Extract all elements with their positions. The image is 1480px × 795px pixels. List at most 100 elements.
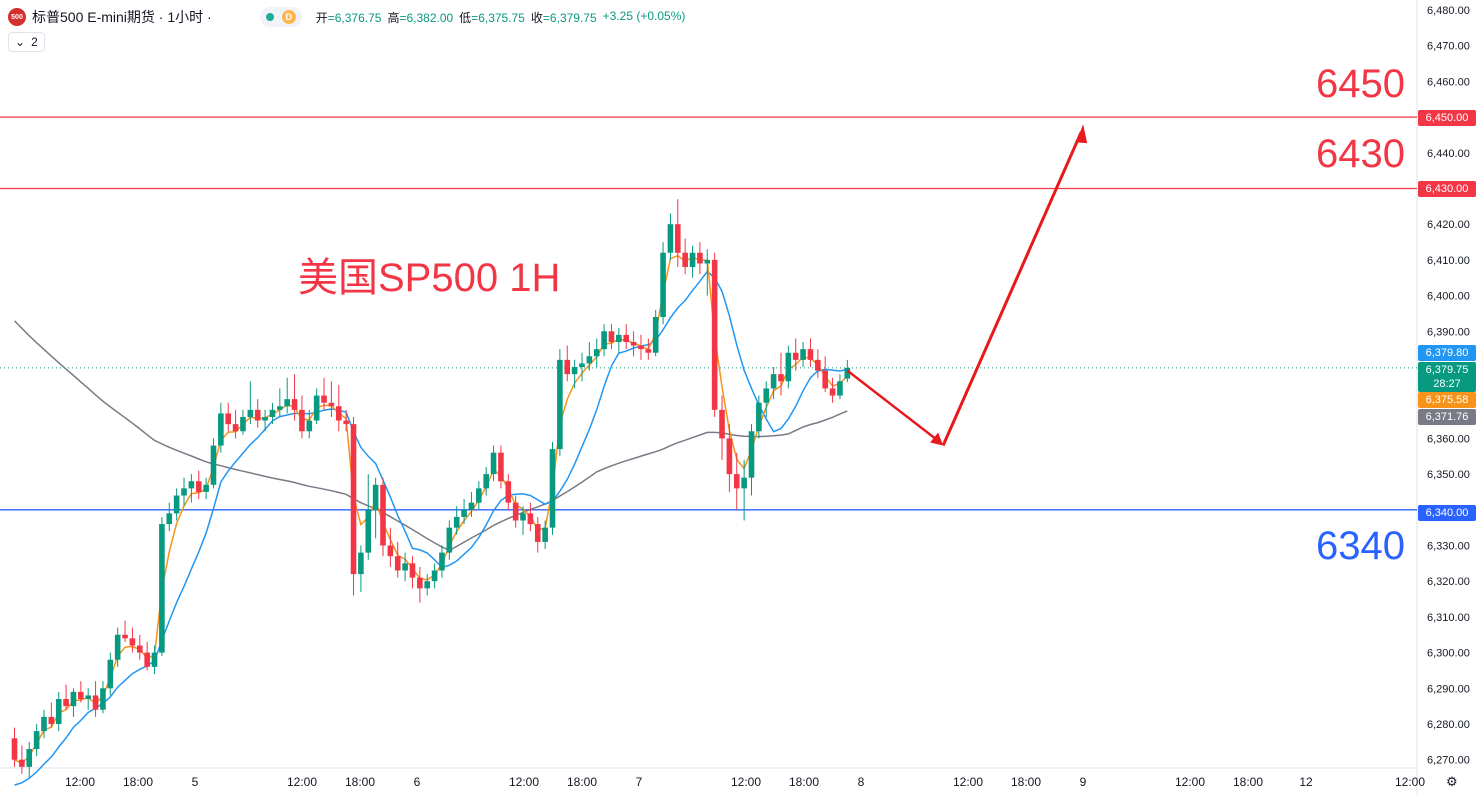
market-status-pill[interactable]: D: [259, 7, 302, 27]
candle: [593, 338, 600, 367]
symbol-logo: 500: [8, 8, 26, 26]
candle-body: [837, 381, 843, 396]
candle-body: [195, 481, 202, 492]
candle: [365, 474, 372, 560]
line-6340-price-tag: 6,340.00: [1418, 505, 1476, 521]
candle: [78, 681, 84, 703]
line-6450-price-tag: 6,450.00: [1418, 110, 1476, 126]
candle: [719, 395, 725, 460]
candle-body: [483, 474, 489, 489]
candle: [107, 652, 114, 696]
candle: [203, 477, 209, 500]
candle-body: [394, 556, 401, 571]
candle-body: [210, 445, 217, 485]
candle-body: [579, 363, 585, 367]
x-tick-label: 18:00: [567, 775, 597, 789]
change-value: +3.25 (+0.05%): [602, 8, 686, 23]
candle-body: [623, 334, 630, 343]
candle-body: [129, 638, 136, 646]
candle: [630, 331, 637, 357]
candle: [26, 741, 33, 778]
x-tick-label: 12:00: [65, 775, 95, 789]
candle-body: [520, 513, 526, 521]
candle-body: [299, 409, 305, 432]
candle: [829, 377, 836, 403]
candle: [733, 452, 740, 510]
candle-body: [203, 484, 209, 492]
settings-gear-icon[interactable]: ⚙: [1446, 774, 1458, 789]
candle-body: [173, 495, 180, 514]
symbol-title[interactable]: 标普500 E-mini期货 · 1小时 ·: [32, 9, 212, 25]
y-tick-label: 6,360.00: [1427, 433, 1470, 445]
indicators-count: 2: [31, 35, 38, 49]
candle: [667, 213, 674, 260]
x-tick-label: 6: [414, 775, 421, 789]
y-tick-label: 6,460.00: [1427, 76, 1470, 88]
candle-body: [697, 252, 703, 264]
candle: [218, 402, 224, 453]
candle-body: [114, 634, 121, 660]
candle: [114, 627, 121, 667]
bar-countdown: 28:27: [1433, 378, 1461, 390]
candle: [453, 506, 460, 535]
candle-body: [328, 402, 335, 407]
candle-body: [144, 652, 150, 667]
candle-body: [660, 252, 666, 318]
indicators-toggle-button[interactable]: ⌄ 2: [8, 32, 45, 52]
ma-mid-price-tag: 6,375.58: [1418, 392, 1476, 408]
candle: [92, 681, 99, 717]
candle: [63, 684, 69, 710]
candle: [778, 352, 784, 396]
candle-body: [704, 259, 711, 264]
open-label: 开: [315, 10, 328, 25]
close-label: 收: [530, 10, 543, 25]
x-tick-label: 18:00: [789, 775, 819, 789]
open-value: =6,376.75: [327, 10, 382, 25]
candle-body: [19, 759, 25, 767]
candle-body: [151, 652, 158, 667]
candle-body: [564, 359, 571, 375]
x-tick-label: 18:00: [345, 775, 375, 789]
candle: [549, 441, 556, 535]
candle: [262, 409, 268, 432]
candle: [409, 556, 416, 589]
candle-body: [601, 331, 607, 350]
candle: [756, 395, 762, 439]
candle: [682, 238, 688, 275]
candle-body: [586, 356, 593, 364]
market-open-dot-icon: [265, 13, 274, 21]
candle: [601, 324, 607, 357]
candle-body: [549, 449, 556, 528]
candle-body: [402, 563, 408, 571]
candle-body: [306, 420, 313, 432]
candle-body: [321, 395, 327, 403]
candle: [195, 470, 202, 500]
candle-body: [262, 416, 268, 421]
candle: [652, 309, 659, 357]
candle: [225, 402, 232, 432]
candle-body: [616, 334, 622, 343]
candle-body: [350, 424, 357, 575]
candle-body: [409, 563, 416, 578]
candle: [711, 252, 718, 417]
candle: [726, 424, 733, 492]
delayed-data-badge: D: [281, 10, 296, 24]
ma-fast-line: [14, 270, 848, 786]
level-6340-annotation: 6340: [1316, 524, 1405, 568]
candle-body: [417, 577, 423, 589]
candle-body: [48, 716, 55, 724]
candle-body: [358, 552, 364, 575]
candle-body: [638, 345, 644, 350]
candle: [306, 409, 313, 439]
candle: [136, 634, 143, 660]
candle-body: [277, 406, 283, 410]
ma-slow-price-tag: 6,371.76: [1418, 409, 1476, 425]
candle: [512, 495, 519, 528]
candle: [704, 249, 711, 296]
candle: [476, 481, 482, 510]
y-tick-label: 6,470.00: [1427, 41, 1470, 53]
close-value: =6,379.75: [542, 10, 597, 25]
candle-body: [11, 738, 18, 760]
candle-body: [829, 388, 836, 396]
